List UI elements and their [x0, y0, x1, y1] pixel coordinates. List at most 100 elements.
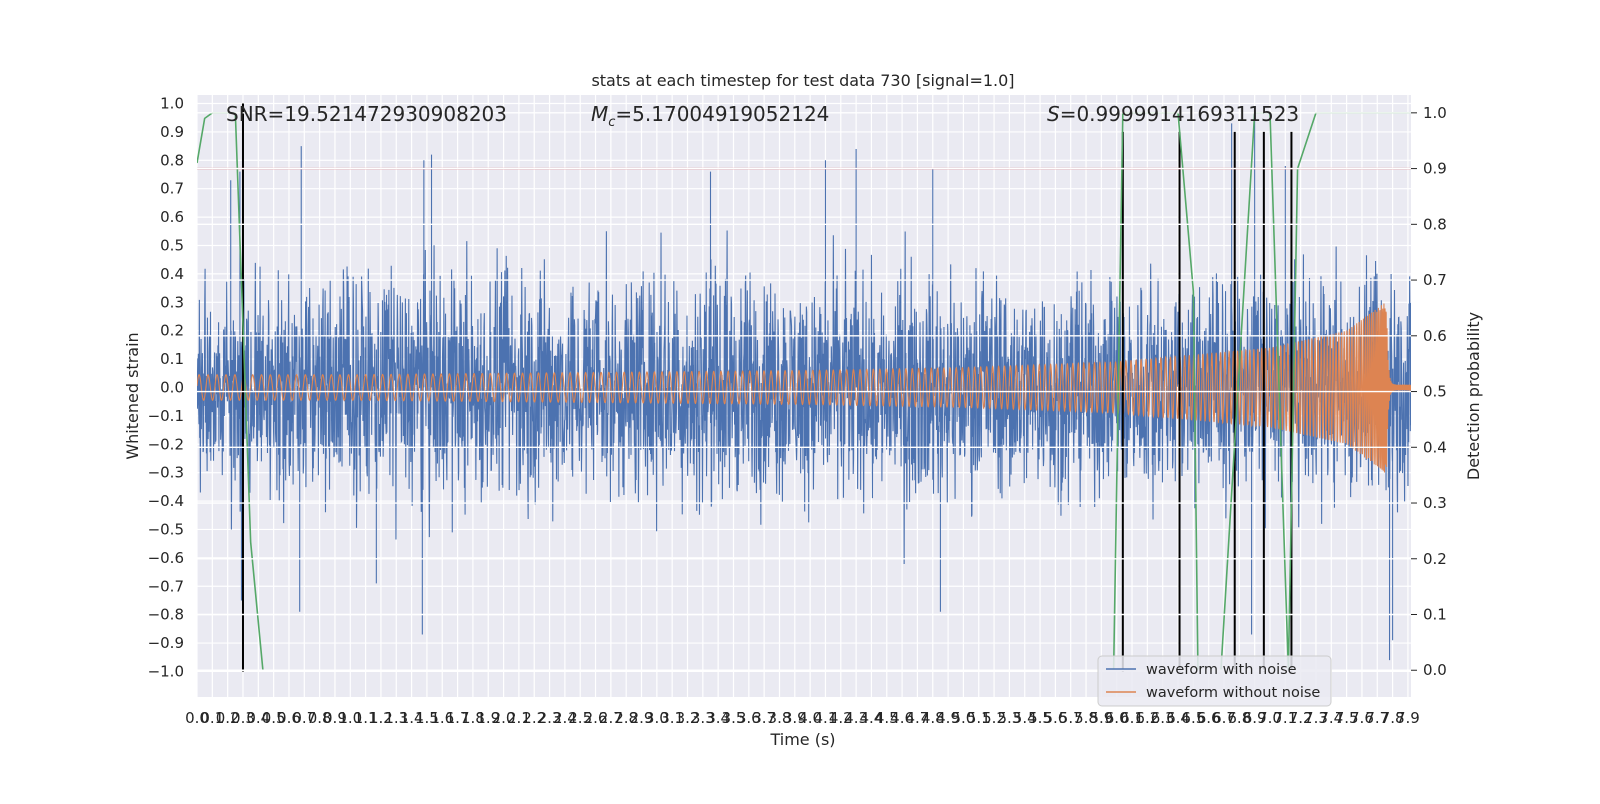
x-tick-label: 3.8 — [768, 709, 792, 727]
x-tick-label: 1.2 — [369, 709, 393, 727]
chart-title: stats at each timestep for test data 730… — [591, 71, 1014, 90]
x-tick-label: 3.2 — [676, 709, 700, 727]
x-tick-label: 3.9 — [783, 709, 807, 727]
x-tick-label: 4.5 — [875, 709, 899, 727]
y-axis-label: Whitened strain — [123, 332, 142, 459]
annotation-snr: SNR=19.521472930908203 — [226, 102, 507, 126]
y2-tick-label: 0.2 — [1423, 550, 1447, 568]
y-tick-label: 0.5 — [160, 237, 184, 255]
x-tick-label: 0.5 — [262, 709, 286, 727]
x-tick-label: 7.2 — [1289, 709, 1313, 727]
x-tick-label: 6.4 — [1166, 709, 1190, 727]
y-tick-label: 1.0 — [160, 95, 184, 113]
y-tick-label: −1.0 — [148, 662, 184, 680]
y-tick-label: −0.2 — [148, 435, 184, 453]
x-tick-label: 3.4 — [706, 709, 730, 727]
x-tick-label: 3.1 — [660, 709, 684, 727]
x-tick-label: 5.2 — [982, 709, 1006, 727]
annotation-score: S=0.9999914169311523 — [1047, 102, 1299, 126]
x-tick-label: 0.1 — [200, 709, 224, 727]
x-tick-label: 5.4 — [1013, 709, 1037, 727]
y-axis-ticks: 1.0 0.9 0.8 0.7 0.6 0.5 0.4 0.3 0.2 0.1 0.0 −0.1 −0.… — [148, 95, 184, 681]
legend: waveform with noise waveform without noi… — [1097, 655, 1332, 707]
x-tick-label: 0.4 — [246, 709, 270, 727]
x-tick-label: 5.0 — [951, 709, 975, 727]
y2-axis-label: Detection probability — [1464, 312, 1483, 480]
x-tick-label: 0.9 — [323, 709, 347, 727]
x-tick-label: 5.6 — [1043, 709, 1067, 727]
x-tick-label: 5.1 — [967, 709, 991, 727]
y-tick-label: −0.6 — [148, 549, 184, 567]
y2-tick-label: 0.7 — [1423, 271, 1447, 289]
x-tick-label: 6.0 — [1105, 709, 1129, 727]
x-tick-label: 4.4 — [860, 709, 884, 727]
x-tick-label: 4.3 — [844, 709, 868, 727]
y2-tick-label: 0.5 — [1423, 383, 1447, 401]
y2-tick-label: 1.0 — [1423, 104, 1447, 122]
s-value: =0.9999914169311523 — [1060, 102, 1299, 126]
y-tick-label: −0.8 — [148, 606, 184, 624]
x-tick-label: 1.5 — [415, 709, 439, 727]
s-symbol: S — [1047, 102, 1060, 126]
x-tick-label: 7.3 — [1304, 709, 1328, 727]
x-tick-label: 7.1 — [1273, 709, 1297, 727]
y-tick-label: 0.4 — [160, 265, 184, 283]
x-tick-label: 1.8 — [461, 709, 485, 727]
legend-label-without-noise: waveform without noise — [1146, 685, 1320, 701]
x-tick-label: 2.1 — [507, 709, 531, 727]
y-tick-label: −0.5 — [148, 520, 184, 538]
x-tick-label: 1.7 — [446, 709, 470, 727]
annotation-chirp-mass: Mc=5.17004919052124 — [591, 102, 829, 130]
x-tick-label: 1.9 — [476, 709, 500, 727]
x-tick-label: 7.9 — [1396, 709, 1420, 727]
y-tick-label: 0.9 — [160, 123, 184, 141]
y2-tick-label: 0.6 — [1423, 327, 1447, 345]
y-tick-label: −0.7 — [148, 577, 184, 595]
secondary-gridlines — [197, 112, 1411, 671]
x-tick-label: 7.4 — [1319, 709, 1343, 727]
y-tick-label: 0.8 — [160, 151, 184, 169]
x-tick-label: 2.6 — [584, 709, 608, 727]
x-tick-label: 1.3 — [384, 709, 408, 727]
x-tick-label: 5.8 — [1074, 709, 1098, 727]
y-tick-label: −0.1 — [148, 407, 184, 425]
legend-label-with-noise: waveform with noise — [1146, 662, 1297, 678]
x-tick-label: 6.5 — [1181, 709, 1205, 727]
x-tick-label: 4.1 — [814, 709, 838, 727]
y-tick-label: 0.2 — [160, 322, 184, 340]
y2-tick-label: 0.8 — [1423, 215, 1447, 233]
x-tick-label: 0.0 — [185, 709, 209, 727]
x-axis-ticks: 0.00.10.20.30.40.50.60.70.80.91.01.11.21… — [185, 709, 1420, 727]
x-tick-label: 4.2 — [829, 709, 853, 727]
x-tick-label: 2.0 — [492, 709, 516, 727]
x-tick-label: 6.1 — [1120, 709, 1144, 727]
x-tick-label: 3.0 — [645, 709, 669, 727]
x-tick-label: 1.6 — [430, 709, 454, 727]
x-tick-label: 7.6 — [1350, 709, 1374, 727]
x-tick-label: 6.3 — [1151, 709, 1175, 727]
x-tick-label: 2.2 — [522, 709, 546, 727]
x-tick-label: 7.8 — [1381, 709, 1405, 727]
x-tick-label: 3.3 — [691, 709, 715, 727]
y2-axis-ticks: 1.0 0.9 0.8 0.7 0.6 0.5 0.4 0.3 0.2 0.1 0.0 — [1411, 104, 1447, 679]
y-tick-label: −0.3 — [148, 464, 184, 482]
x-tick-label: 0.3 — [231, 709, 255, 727]
x-tick-label: 5.5 — [1028, 709, 1052, 727]
x-tick-label: 0.7 — [292, 709, 316, 727]
x-tick-label: 4.9 — [936, 709, 960, 727]
x-tick-label: 3.5 — [722, 709, 746, 727]
y-tick-label: −0.9 — [148, 634, 184, 652]
y-tick-label: 0.0 — [160, 378, 184, 396]
y2-tick-label: 0.3 — [1423, 494, 1447, 512]
x-tick-label: 1.4 — [400, 709, 424, 727]
x-tick-label: 4.7 — [905, 709, 929, 727]
y2-tick-label: 0.4 — [1423, 438, 1447, 456]
y2-tick-label: 0.9 — [1423, 160, 1447, 178]
x-tick-label: 2.5 — [568, 709, 592, 727]
x-tick-label: 1.1 — [354, 709, 378, 727]
y2-tick-label: 0.1 — [1423, 606, 1447, 624]
x-tick-label: 7.0 — [1258, 709, 1282, 727]
legend-box — [1097, 655, 1332, 707]
x-tick-label: 3.6 — [737, 709, 761, 727]
